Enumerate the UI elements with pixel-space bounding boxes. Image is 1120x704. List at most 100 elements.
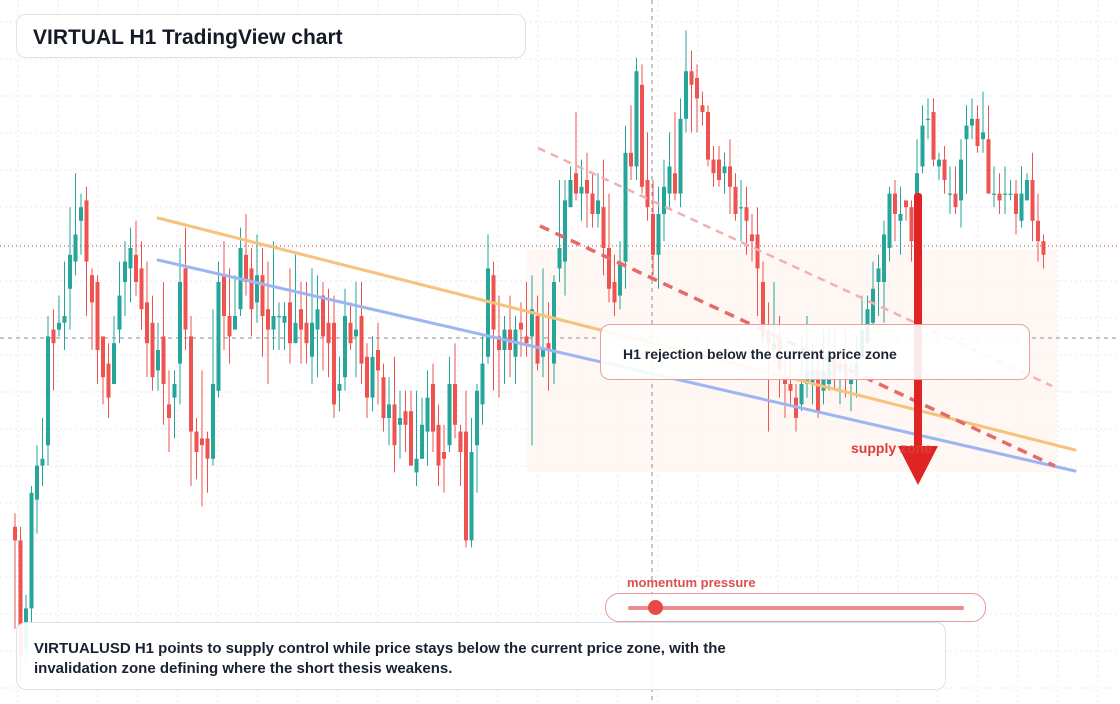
rejection-callout-text: H1 rejection below the current price zon…: [623, 346, 897, 362]
candle-body: [282, 316, 287, 323]
candle-body: [1030, 180, 1035, 221]
candle-body: [194, 431, 199, 452]
candle-body: [849, 377, 853, 384]
candle-body: [288, 302, 292, 344]
candle-body: [706, 112, 710, 160]
candle-body: [893, 193, 897, 214]
candle-body: [68, 254, 72, 289]
candle-body: [1036, 220, 1040, 242]
candle-body: [519, 322, 523, 330]
candle-body: [222, 275, 226, 316]
candle-body: [101, 336, 105, 378]
title-box: VIRTUAL H1 TradingView chart: [16, 14, 526, 58]
candle-body: [271, 316, 276, 330]
candle-body: [35, 465, 39, 500]
candle-body: [546, 343, 551, 350]
momentum-knob[interactable]: [647, 600, 663, 615]
candle-body: [150, 322, 155, 378]
candle-body: [90, 275, 94, 303]
candle-body: [409, 411, 413, 466]
candle-body: [84, 200, 89, 262]
candle-body: [172, 384, 177, 398]
down-arrow-head: [898, 446, 938, 485]
candle-body: [315, 309, 320, 330]
candle-body: [937, 159, 941, 167]
candle-body: [266, 309, 270, 330]
candle-body: [106, 363, 111, 398]
red-dashed-trendline[interactable]: [539, 224, 1056, 468]
candle-body: [79, 207, 83, 221]
candle-body: [700, 105, 705, 112]
candle-body: [332, 322, 336, 405]
candle-body: [656, 214, 661, 255]
candle-body: [458, 431, 463, 452]
candle-body: [447, 384, 452, 446]
candle-body: [981, 132, 985, 140]
candle-body: [57, 322, 61, 330]
candle-body: [95, 282, 100, 350]
candle-body: [216, 282, 221, 391]
candle-body: [1025, 180, 1029, 201]
candle-body: [964, 125, 969, 140]
candle-body: [557, 248, 562, 269]
momentum-label: momentum pressure: [627, 575, 756, 590]
candle-body: [530, 309, 534, 337]
candle-body: [343, 316, 347, 378]
candle-body: [62, 316, 67, 323]
candle-body: [574, 173, 578, 194]
candle-body: [1041, 241, 1046, 255]
candle-body: [970, 118, 974, 126]
candle-body: [13, 526, 17, 541]
candle-body: [189, 336, 193, 432]
candle-body: [948, 193, 952, 195]
candle-body: [304, 322, 309, 344]
candle-body: [882, 234, 886, 282]
candle-body: [568, 180, 573, 208]
candle-body: [51, 329, 56, 344]
candle-body: [1008, 193, 1013, 195]
faint-dashed-trendline[interactable]: [537, 146, 1053, 388]
rejection-callout: H1 rejection below the current price zon…: [600, 324, 1030, 380]
candle-body: [387, 404, 391, 418]
candle-body: [425, 397, 430, 432]
candle-body: [183, 268, 188, 330]
candle-body: [904, 200, 908, 208]
candle-body: [563, 200, 567, 262]
candle-body: [711, 159, 716, 174]
candle-body: [464, 431, 468, 541]
supply-zone-label: supply zone: [851, 440, 932, 456]
candle-body: [29, 492, 34, 609]
candle-body: [645, 180, 650, 208]
candle-body: [497, 336, 501, 350]
candle-body: [348, 322, 353, 344]
candle-body: [370, 356, 375, 398]
candle-body: [1014, 193, 1018, 214]
candle-body: [788, 384, 793, 391]
candle-body: [277, 316, 281, 318]
candle-body: [722, 166, 727, 174]
candle-body: [200, 438, 204, 446]
candle-body: [436, 424, 441, 466]
candle-body: [926, 118, 930, 120]
candle-body: [733, 186, 738, 214]
candle-body: [337, 384, 342, 391]
candle-body: [123, 261, 127, 282]
candle-body: [524, 336, 529, 344]
candle-body: [816, 370, 820, 412]
candle-body: [381, 377, 386, 418]
candle-body: [640, 84, 644, 187]
candle-body: [211, 384, 215, 459]
candle-body: [293, 322, 298, 344]
candle-body: [986, 139, 991, 194]
candle-body: [442, 452, 446, 459]
candle-body: [695, 78, 699, 99]
summary-text: VIRTUALUSD H1 points to supply control w…: [34, 640, 726, 677]
candle-body: [420, 424, 424, 459]
candle-body: [205, 438, 210, 459]
candle-body: [728, 166, 732, 187]
candle-body: [673, 173, 677, 194]
candle-body: [931, 112, 936, 160]
candle-body: [876, 268, 881, 282]
candle-body: [596, 200, 600, 214]
candle-body: [453, 384, 457, 425]
